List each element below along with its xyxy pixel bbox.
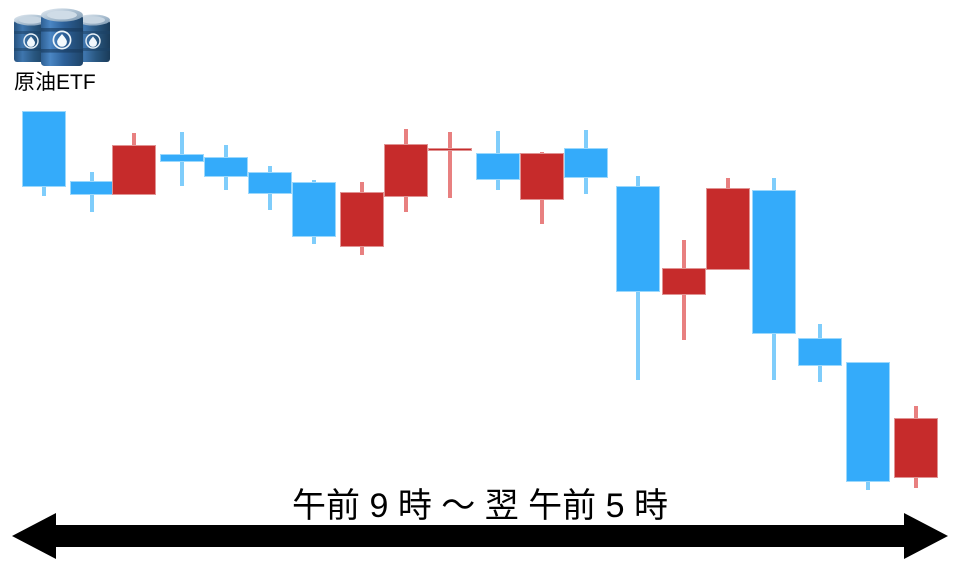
candle-body [112, 145, 156, 195]
candle-body [846, 362, 890, 482]
candle-body [706, 188, 750, 270]
candle-body [894, 418, 938, 478]
candle-18-up [798, 0, 842, 500]
candle-body [520, 153, 564, 200]
candle-3-down [112, 0, 156, 500]
candle-1-up [22, 0, 66, 500]
barrel-front [41, 8, 83, 66]
candle-19-up [846, 0, 890, 500]
candle-body [798, 338, 842, 366]
double-headed-arrow [12, 513, 948, 559]
candle-20-down [894, 0, 938, 500]
candle-body [248, 172, 292, 194]
legend: 原油ETF [8, 4, 158, 96]
candle-body [476, 153, 520, 180]
candle-4-up [160, 0, 204, 500]
candle-5-up [204, 0, 248, 500]
candle-14-up [616, 0, 660, 500]
candle-16-down [706, 0, 750, 500]
barrel-back-right [76, 14, 110, 62]
time-range-caption: 午前 9 時 〜 翌 午前 5 時 [292, 487, 668, 525]
candle-body [428, 148, 472, 151]
candle-body [616, 186, 660, 292]
candle-body [564, 148, 608, 178]
legend-label: 原油ETF [14, 71, 96, 94]
candle-9-down [384, 0, 428, 500]
barrel-back-left [14, 14, 48, 62]
arrow-shape [12, 513, 948, 559]
candle-body [292, 182, 336, 237]
candle-body [384, 144, 428, 197]
candle-17-up [752, 0, 796, 500]
candle-7-up [292, 0, 336, 500]
candle-body [204, 157, 248, 177]
candle-12-down [520, 0, 564, 500]
candle-11-up [476, 0, 520, 500]
candle-6-up [248, 0, 292, 500]
candle-body [70, 181, 114, 195]
candle-2-up [70, 0, 114, 500]
candle-10-down [428, 0, 472, 500]
candle-body [662, 268, 706, 295]
candle-body [752, 190, 796, 334]
candle-body [160, 154, 204, 162]
oil-barrels-icon [14, 8, 110, 66]
candle-wick [448, 132, 452, 198]
candlestick-chart [22, 0, 938, 500]
candle-body [22, 111, 66, 187]
candle-body [340, 192, 384, 247]
candle-15-down [662, 0, 706, 500]
candle-8-down [340, 0, 384, 500]
candle-13-up [564, 0, 608, 500]
